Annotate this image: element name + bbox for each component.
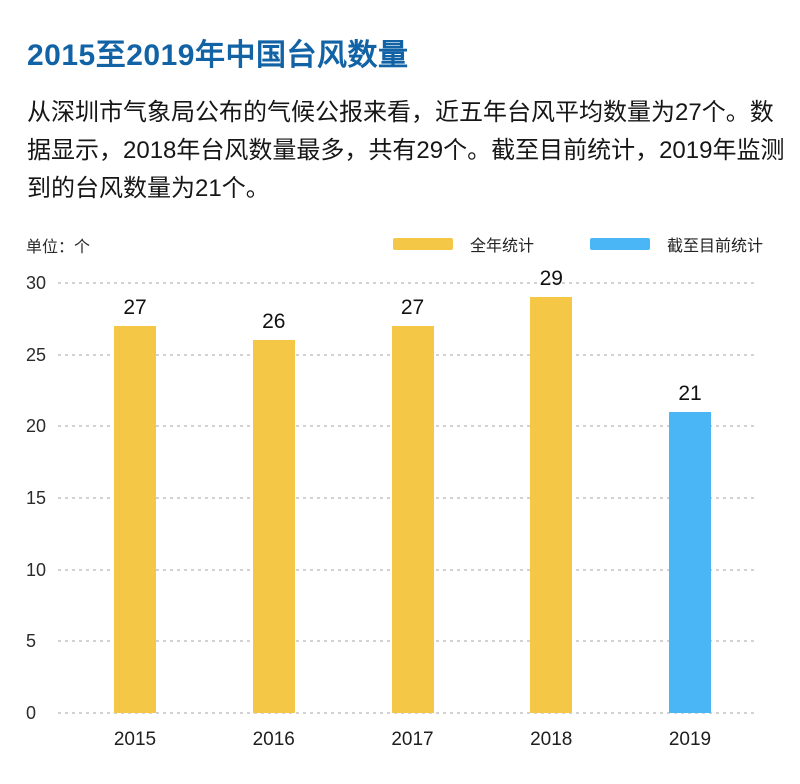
y-tick-label-10: 10 <box>26 559 47 580</box>
legend-swatch-icon <box>393 238 453 250</box>
bar-2017 <box>391 326 434 713</box>
gridline-0 <box>58 712 758 714</box>
gridline-30 <box>58 282 758 284</box>
typhoon-bar-chart: 单位：个 全年统计 截至目前统计 27 26 27 29 21 0 5 10 15 20 25 30 2… <box>0 224 800 784</box>
legend-label: 全年统计 <box>470 238 535 255</box>
bar-value-2017: 27 <box>400 296 425 319</box>
y-tick-label-25: 25 <box>26 344 47 365</box>
bar-value-2016: 26 <box>262 310 286 334</box>
page-title: 2015至2019年中国台风数量 <box>27 39 409 72</box>
y-tick-label-5: 5 <box>26 631 37 652</box>
legend-item-full-year: 全年统计 <box>393 232 534 256</box>
y-tick-label-0: 0 <box>26 703 37 723</box>
y-tick-label-20: 20 <box>26 416 47 437</box>
bar-2019 <box>669 412 711 713</box>
chart-plot: 27 26 27 29 21 <box>58 267 758 714</box>
bar-value-2018: 29 <box>539 267 563 291</box>
chart-legend: 全年统计 截至目前统计 <box>393 232 763 256</box>
x-axis-label-2018: 2018 <box>530 729 573 750</box>
x-axis-label-2017: 2017 <box>391 729 434 750</box>
bar-2016 <box>252 340 295 713</box>
bar-2015 <box>114 326 156 713</box>
intro-paragraph: 从深圳市气象局公布的气候公报来看，近五年台风平均数量为27个。数据显示，2018… <box>27 99 785 202</box>
bar-value-2015: 27 <box>123 296 147 319</box>
y-tick-label-30: 30 <box>26 273 47 293</box>
legend-swatch-icon <box>590 238 651 250</box>
x-axis-label-2016: 2016 <box>252 729 295 750</box>
x-axis-label-2015: 2015 <box>113 729 157 750</box>
y-axis-unit-label: 单位：个 <box>26 239 91 256</box>
x-axis-label-2019: 2019 <box>668 729 712 750</box>
y-tick-label-15: 15 <box>26 488 47 508</box>
legend-label: 截至目前统计 <box>667 238 764 255</box>
bar-value-2019: 21 <box>678 382 702 405</box>
legend-item-to-date: 截至目前统计 <box>590 232 763 256</box>
bar-2018 <box>530 297 573 713</box>
